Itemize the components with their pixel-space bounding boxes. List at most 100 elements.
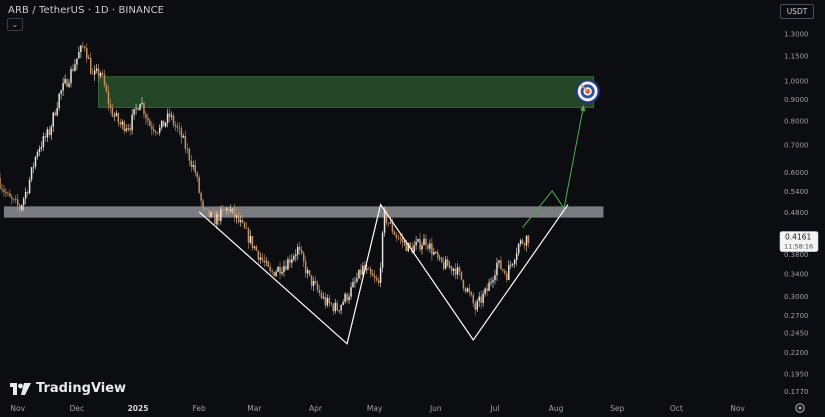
candle-body (348, 296, 350, 301)
candle-body (265, 261, 267, 263)
candle-body (454, 268, 457, 275)
candle-body (527, 235, 530, 243)
candle-body (204, 207, 206, 209)
candle-body (310, 275, 313, 286)
candle-body (440, 257, 443, 263)
candle-body (210, 212, 212, 218)
symbol-title: ARB / TetherUS · 1D · BINANCE (8, 5, 165, 16)
candle-body (515, 253, 518, 261)
candle-body (231, 208, 234, 210)
candle-body (444, 259, 447, 269)
candle-body (155, 131, 157, 133)
candle-body (224, 209, 226, 211)
candle-body (298, 246, 301, 251)
x-tick-label: Jul (489, 404, 499, 413)
candle-body (521, 240, 524, 244)
candle-body (101, 72, 104, 75)
target-dart (580, 83, 589, 92)
candle-body (293, 256, 295, 260)
candle-body (306, 270, 309, 274)
candle-body (358, 269, 360, 279)
candle-body (0, 177, 1, 189)
candle-body (50, 126, 53, 136)
candle-body (176, 126, 179, 128)
candle-body (56, 107, 58, 116)
candle-body (9, 193, 11, 197)
candle-body (190, 160, 193, 167)
projection-arrow (522, 105, 585, 228)
candle-body (22, 198, 25, 206)
candle-body (166, 113, 169, 123)
candle-body (84, 46, 86, 49)
candle-body (502, 269, 504, 271)
candle-body (107, 91, 110, 105)
x-tick-label: Apr (309, 404, 323, 413)
candle-body (15, 199, 17, 200)
candle-body (125, 128, 127, 131)
currency-button[interactable]: USDT (780, 4, 814, 19)
candle-body (206, 208, 208, 210)
candle-body (151, 126, 153, 130)
candle-body (498, 260, 500, 263)
candle-body (198, 177, 200, 193)
candle-body (42, 136, 45, 147)
candle-body (97, 68, 100, 77)
candle-body (446, 259, 449, 267)
candle-body (93, 70, 96, 75)
candle-body (330, 303, 333, 305)
candle-body (60, 90, 62, 94)
candle-body (462, 279, 465, 289)
candle-body (401, 238, 404, 243)
candle-body (64, 79, 66, 84)
candle-body (194, 165, 196, 173)
candle-body (251, 236, 254, 248)
candle-body (452, 268, 455, 271)
candle-body (281, 271, 283, 274)
candle-body (220, 209, 222, 222)
candle-body (484, 288, 486, 294)
candle-body (208, 209, 210, 218)
candle-body (72, 69, 74, 71)
candle-body (480, 296, 482, 303)
candle-body (26, 191, 29, 194)
candle-body (249, 236, 252, 243)
chevron-down-icon[interactable]: ⌄ (7, 18, 23, 31)
candle-body (5, 191, 7, 194)
candle-body (259, 257, 262, 260)
candle-body (28, 179, 31, 194)
candle-body (328, 297, 331, 304)
candle-body (52, 112, 54, 127)
candle-body (105, 85, 108, 92)
candle-body (46, 129, 49, 138)
candle-body (141, 103, 143, 105)
candle-body (490, 282, 492, 283)
candle-body (24, 191, 27, 199)
candle-body (431, 243, 433, 255)
candle-body (1, 188, 3, 190)
candle-body (257, 250, 260, 260)
candle-body (460, 271, 463, 280)
gear-icon[interactable] (794, 402, 806, 414)
candle-body (342, 301, 344, 305)
candle-body (362, 265, 364, 275)
candle-body (80, 45, 82, 53)
candle-body (312, 281, 315, 286)
candle-body (196, 172, 198, 178)
candle-body (336, 302, 338, 311)
w-pattern-line (198, 203, 569, 345)
candle-body (247, 228, 250, 243)
candle-body (395, 234, 398, 238)
candle-body (523, 243, 526, 246)
candle-body (200, 192, 202, 201)
candle-body (243, 222, 246, 229)
candle-body (322, 296, 325, 298)
candle-body (470, 292, 473, 295)
candle-body (496, 262, 498, 276)
bullseye-target-icon (575, 79, 600, 104)
candle-body (373, 276, 376, 279)
y-tick-label: 0.6000 (784, 169, 809, 177)
candle-body (172, 115, 175, 125)
candle-body (36, 152, 39, 157)
candle-body (78, 52, 80, 59)
